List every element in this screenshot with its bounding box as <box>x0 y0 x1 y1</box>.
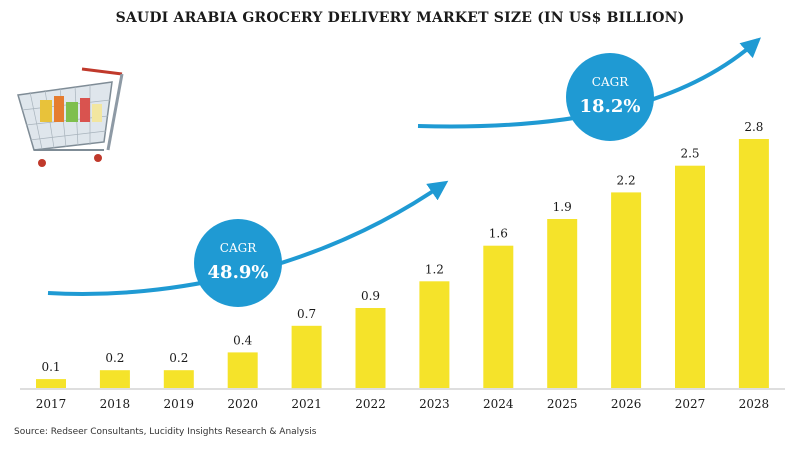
cagr-1-label: CAGR <box>220 241 257 255</box>
x-tick-label-2022: 2022 <box>355 397 386 411</box>
value-label-2026: 2.2 <box>617 173 636 187</box>
bar-2027 <box>675 165 705 388</box>
x-tick-label-2019: 2019 <box>164 397 195 411</box>
cagr-badge-2: CAGR 18.2% <box>566 53 654 141</box>
value-label-2017: 0.1 <box>41 360 60 374</box>
x-tick-label-2026: 2026 <box>611 397 642 411</box>
shopping-cart-icon <box>17 67 124 167</box>
value-label-2028: 2.8 <box>744 120 763 134</box>
cagr-1-value: 48.9% <box>208 262 269 283</box>
x-tick-label-2018: 2018 <box>100 397 131 411</box>
bar-2018 <box>99 370 130 388</box>
bar-2017 <box>36 379 66 388</box>
bar-2028 <box>738 139 769 388</box>
value-label-2025: 1.9 <box>553 200 572 214</box>
x-tick-label-2023: 2023 <box>419 397 450 411</box>
bar-2025 <box>547 219 578 388</box>
value-label-2022: 0.9 <box>361 289 380 303</box>
x-tick-label-2027: 2027 <box>675 397 706 411</box>
value-label-2020: 0.4 <box>233 333 252 347</box>
bar-2022 <box>355 308 386 388</box>
cagr-badge-1: CAGR 48.9% <box>194 219 282 307</box>
cagr-2-value: 18.2% <box>580 96 641 117</box>
value-label-2024: 1.6 <box>489 227 508 241</box>
bar-2020 <box>227 352 258 388</box>
value-label-2023: 1.2 <box>425 262 444 276</box>
x-tick-label-2028: 2028 <box>739 397 770 411</box>
value-label-2021: 0.7 <box>297 307 316 321</box>
bar-2019 <box>163 370 194 388</box>
x-tick-label-2021: 2021 <box>291 397 322 411</box>
source-note: Source: Redseer Consultants, Lucidity In… <box>14 427 317 437</box>
bar-2023 <box>419 281 450 388</box>
x-tick-label-2025: 2025 <box>547 397 578 411</box>
value-label-2018: 0.2 <box>105 351 124 365</box>
bars-layer: 0.1 2017 0.2 2018 0.2 2019 0.4 2020 0.7 2021 0.9 20… <box>36 120 769 411</box>
cagr-2-label: CAGR <box>592 75 629 89</box>
chart-title: SAUDI ARABIA GROCERY DELIVERY MARKET SIZ… <box>115 10 685 26</box>
x-tick-label-2024: 2024 <box>483 397 514 411</box>
bar-2026 <box>611 192 642 388</box>
value-label-2019: 0.2 <box>169 351 188 365</box>
bar-2024 <box>483 245 514 388</box>
value-label-2027: 2.5 <box>680 147 699 161</box>
x-tick-label-2017: 2017 <box>36 397 67 411</box>
x-tick-label-2020: 2020 <box>227 397 258 411</box>
bar-2021 <box>291 325 322 389</box>
